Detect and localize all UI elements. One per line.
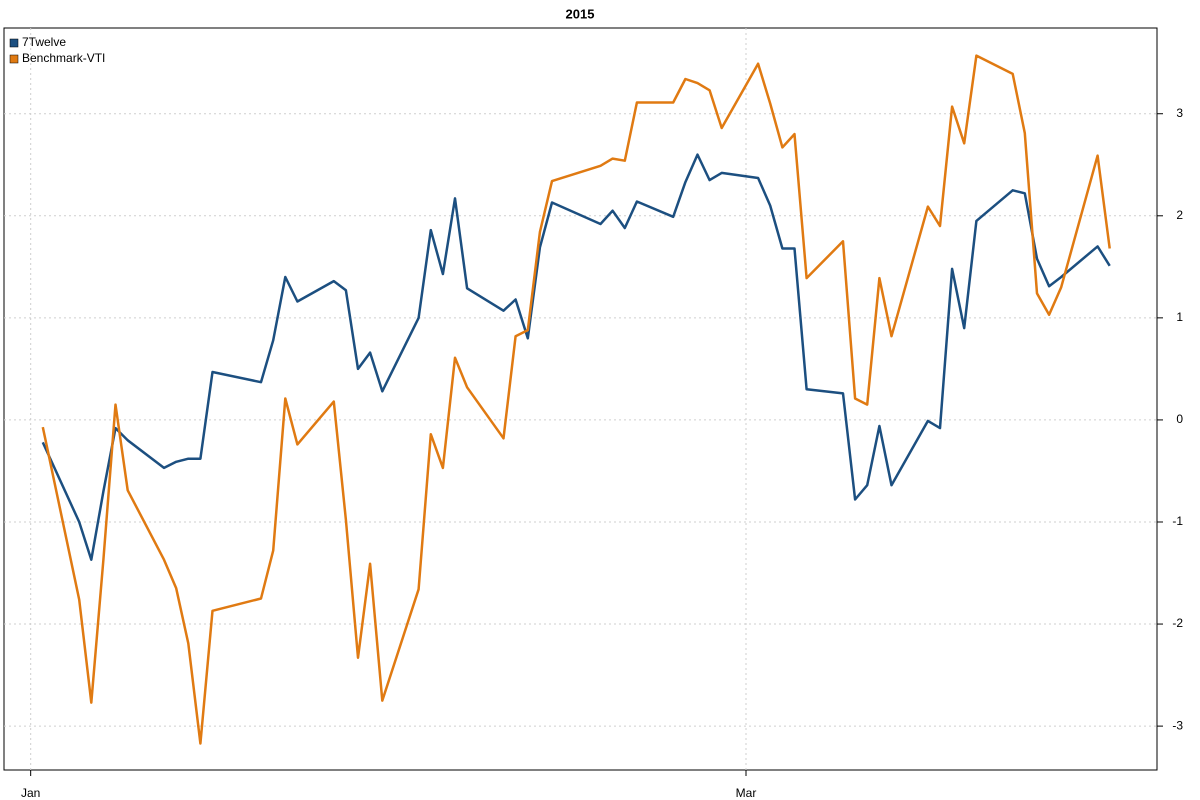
series-line bbox=[41, 54, 1111, 745]
x-tick-label: Jan bbox=[21, 786, 40, 800]
y-tick-label: 0 bbox=[1176, 412, 1183, 426]
plot-frame bbox=[3, 27, 1158, 771]
legend-label: 7Twelve bbox=[22, 35, 66, 49]
y-tick-label: 1 bbox=[1176, 310, 1183, 324]
legend-swatch bbox=[9, 54, 19, 64]
legend-label: Benchmark-VTI bbox=[22, 51, 105, 65]
y-tick-label: -2 bbox=[1172, 616, 1183, 630]
legend-swatch bbox=[9, 38, 19, 48]
chart-title: 2015 bbox=[566, 6, 595, 21]
y-tick-label: 2 bbox=[1176, 208, 1183, 222]
y-tick-label: -3 bbox=[1172, 718, 1183, 732]
x-tick-label: Mar bbox=[736, 786, 757, 800]
y-tick-label: 3 bbox=[1176, 106, 1183, 120]
y-tick-label: -1 bbox=[1172, 514, 1183, 528]
series-line bbox=[41, 153, 1111, 561]
